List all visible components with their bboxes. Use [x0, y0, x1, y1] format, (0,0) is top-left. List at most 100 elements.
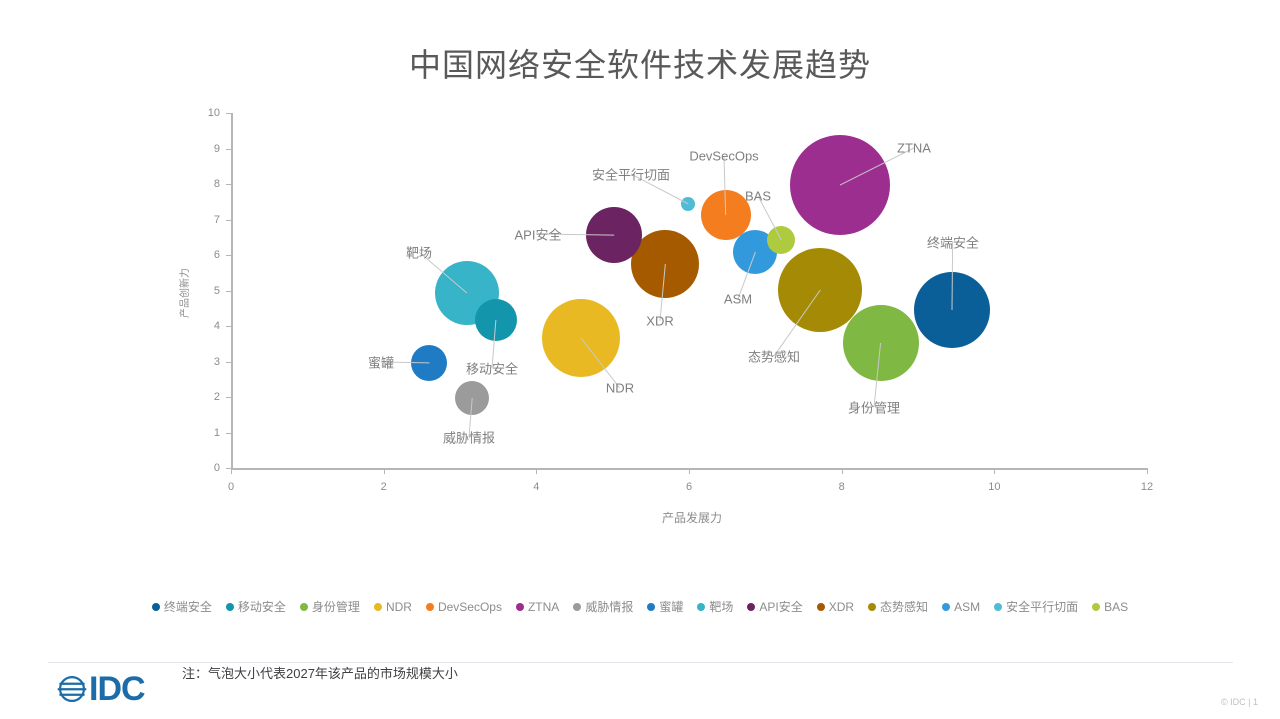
legend-item-label: DevSecOps: [437, 599, 502, 614]
legend-item-靶场[interactable]: 靶场: [697, 598, 733, 615]
bubble-label-蜜罐: 蜜罐: [367, 355, 395, 371]
leader-line-威胁情报: [465, 394, 476, 441]
legend-item-label: BAS: [1104, 599, 1129, 614]
y-tick: [226, 184, 231, 185]
leader-line-DevSecOps: [720, 152, 730, 219]
x-tick-label: 0: [227, 481, 235, 493]
legend-dot-icon: [868, 602, 877, 611]
leader-line-身份管理: [870, 339, 885, 411]
leader-line-安全平行切面: [627, 170, 692, 208]
y-tick: [226, 326, 231, 327]
legend-dot-icon: [994, 602, 1003, 611]
bubble-label-移动安全: 移动安全: [465, 361, 519, 377]
y-axis-line: [231, 113, 233, 468]
legend-item-label: 身份管理: [311, 600, 360, 614]
legend-item-label: 靶场: [709, 600, 734, 614]
y-tick-label: 6: [213, 249, 220, 261]
legend-item-终端安全[interactable]: 终端安全: [151, 598, 212, 615]
legend-item-label: ZTNA: [527, 599, 560, 614]
legend-item-DevSecOps[interactable]: DevSecOps: [425, 599, 502, 614]
legend-dot-icon: [299, 602, 308, 611]
x-tick: [1147, 468, 1148, 474]
x-tick: [383, 468, 385, 474]
footnote: 注：气泡大小代表2027年该产品的市场规模大小: [182, 666, 458, 681]
bubble-label-威胁情报: 威胁情报: [442, 430, 496, 446]
y-tick: [226, 219, 231, 221]
legend-item-label: ASM: [954, 599, 981, 614]
legend-item-label: 态势感知: [880, 600, 929, 614]
chart-legend: 终端安全 移动安全 身份管理 NDR DevSecOps ZTNA 威胁情报 蜜罐 靶场 API安…: [0, 598, 1280, 615]
bubble-label-ASM: ASM: [723, 291, 753, 307]
x-tick-label: 8: [838, 481, 845, 493]
x-tick: [994, 468, 996, 474]
legend-item-XDR[interactable]: XDR: [816, 599, 855, 614]
y-tick-label: 1: [213, 426, 220, 439]
bubble-label-态势感知: 态势感知: [747, 349, 801, 365]
legend-dot-icon: [515, 602, 524, 611]
y-axis-label: 产品创新力: [180, 268, 191, 318]
bubble-label-靶场: 靶场: [405, 245, 433, 261]
legend-dot-icon: [942, 602, 951, 611]
y-tick: [226, 290, 231, 292]
y-tick-label: 8: [213, 178, 220, 190]
y-tick-label: 0: [213, 462, 220, 474]
legend-dot-icon: [1092, 602, 1101, 611]
legend-item-API安全[interactable]: API安全: [747, 598, 803, 615]
legend-item-label: 终端安全: [163, 600, 212, 614]
legend-item-NDR[interactable]: NDR: [373, 600, 412, 614]
legend-dot-icon: [425, 602, 434, 611]
y-tick: [226, 361, 231, 363]
x-tick-label: 12: [1140, 481, 1154, 493]
legend-item-label: XDR: [828, 599, 855, 614]
legend-item-label: 安全平行切面: [1006, 600, 1079, 614]
bubble-label-XDR: XDR: [646, 313, 674, 329]
leader-line-移动安全: [488, 316, 500, 372]
y-tick: [226, 255, 231, 256]
legend-item-ZTNA[interactable]: ZTNA: [515, 599, 560, 614]
leader-line-态势感知: [770, 286, 824, 360]
legend-item-label: API安全: [759, 600, 803, 614]
page-title: 中国网络安全软件技术发展趋势: [408, 47, 871, 83]
y-tick: [226, 397, 231, 398]
legend-item-安全平行切面[interactable]: 安全平行切面: [994, 598, 1078, 615]
legend-dot-icon: [151, 602, 160, 611]
y-tick: [226, 432, 231, 434]
leader-line-ASM: [734, 248, 759, 303]
leader-line-ZTNA: [836, 144, 918, 189]
legend-item-身份管理[interactable]: 身份管理: [299, 598, 360, 615]
legend-item-label: 移动安全: [237, 600, 286, 614]
bubble-label-API安全: API安全: [514, 227, 562, 243]
bubble-label-身份管理: 身份管理: [847, 400, 901, 416]
x-tick-label: 6: [685, 481, 693, 493]
leader-line-NDR: [577, 334, 624, 392]
bubble-label-BAS: BAS: [744, 188, 772, 204]
x-tick: [536, 468, 538, 474]
x-tick: [689, 468, 690, 474]
legend-item-威胁情报[interactable]: 威胁情报: [573, 598, 633, 615]
legend-item-态势感知[interactable]: 态势感知: [868, 598, 928, 615]
bubble-label-ZTNA: ZTNA: [897, 140, 931, 156]
legend-item-BAS[interactable]: BAS: [1092, 600, 1128, 614]
bubble-label-终端安全: 终端安全: [926, 235, 980, 251]
y-tick-label: 4: [213, 320, 220, 332]
leader-line-XDR: [656, 260, 669, 325]
legend-item-ASM[interactable]: ASM: [942, 600, 980, 614]
idc-globe-icon: [57, 675, 87, 703]
leader-line-靶场: [415, 248, 471, 297]
y-tick-label: 2: [213, 391, 220, 403]
legend-dot-icon: [747, 602, 756, 611]
x-tick-label: 10: [988, 481, 1001, 493]
legend-dot-icon: [816, 602, 825, 611]
y-tick-label: 9: [213, 142, 220, 155]
legend-item-label: 蜜罐: [659, 600, 684, 614]
bubble-label-安全平行切面: 安全平行切面: [591, 167, 671, 183]
y-tick-label: 5: [213, 284, 220, 297]
bubble-label-DevSecOps: DevSecOps: [689, 148, 759, 164]
legend-dot-icon: [373, 602, 382, 611]
y-tick: [226, 468, 231, 469]
legend-item-蜜罐[interactable]: 蜜罐: [647, 598, 683, 615]
legend-item-移动安全[interactable]: 移动安全: [225, 598, 286, 615]
y-tick: [226, 113, 231, 114]
x-tick-label: 4: [533, 481, 540, 493]
